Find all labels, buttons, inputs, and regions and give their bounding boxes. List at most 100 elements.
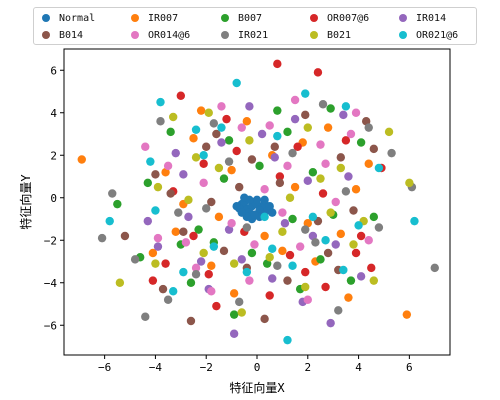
data-point xyxy=(260,195,269,205)
data-point xyxy=(199,248,208,258)
data-point xyxy=(334,306,343,315)
legend-item: Normal xyxy=(42,11,95,25)
data-point xyxy=(105,216,114,226)
data-point xyxy=(402,310,412,319)
data-point xyxy=(196,106,206,115)
data-point xyxy=(171,227,180,236)
data-point xyxy=(222,114,231,124)
data-point xyxy=(303,123,312,132)
data-point xyxy=(143,216,153,226)
data-point xyxy=(301,225,310,234)
legend-item: B021 xyxy=(310,28,351,42)
data-point xyxy=(351,248,361,258)
data-point xyxy=(268,274,277,283)
data-point xyxy=(270,142,279,151)
data-point xyxy=(224,225,234,234)
data-point xyxy=(174,208,183,217)
data-point xyxy=(285,193,295,202)
data-point xyxy=(326,318,335,328)
data-point xyxy=(321,159,330,168)
data-point xyxy=(240,193,249,202)
data-point xyxy=(115,278,125,287)
data-point xyxy=(351,108,361,117)
y-tick-label: 6 xyxy=(50,64,57,77)
data-point xyxy=(321,282,330,292)
data-point xyxy=(288,261,297,270)
y-axis: −6 −4 −2 0 2 4 6 xyxy=(44,64,64,332)
data-point xyxy=(405,178,414,188)
data-point xyxy=(268,244,277,253)
data-point xyxy=(242,117,252,126)
data-point xyxy=(217,102,226,111)
legend-item: B007 xyxy=(221,11,262,25)
legend-label: IR021 xyxy=(238,29,269,41)
data-point xyxy=(265,202,274,211)
data-point xyxy=(293,142,302,151)
data-point xyxy=(260,231,269,241)
data-point xyxy=(189,231,198,241)
data-point xyxy=(219,174,229,183)
data-point xyxy=(153,233,163,243)
data-point xyxy=(179,267,188,277)
data-point xyxy=(229,259,239,268)
data-point xyxy=(275,178,285,188)
data-point xyxy=(260,212,269,222)
legend-label: B021 xyxy=(327,29,352,41)
data-point xyxy=(283,335,292,345)
legend-swatch xyxy=(310,14,318,22)
legend-item: OR021@6 xyxy=(399,28,458,42)
data-point xyxy=(268,208,277,217)
data-point xyxy=(113,199,122,209)
data-point xyxy=(194,225,203,234)
data-point xyxy=(237,308,246,317)
y-axis-label: 特征向量Y xyxy=(18,174,33,230)
data-point xyxy=(336,163,346,173)
data-point xyxy=(247,155,257,164)
legend-label: IR014 xyxy=(416,12,447,24)
data-point xyxy=(278,246,287,256)
data-point xyxy=(301,267,310,277)
data-point xyxy=(303,295,312,304)
data-point xyxy=(290,95,300,105)
data-point xyxy=(308,212,318,222)
data-point xyxy=(184,195,193,205)
y-tick-label: 2 xyxy=(50,149,57,162)
data-point xyxy=(341,102,351,111)
data-point xyxy=(227,165,236,175)
data-point xyxy=(191,125,201,134)
data-point xyxy=(148,248,158,258)
legend-swatch xyxy=(42,14,50,22)
data-point xyxy=(301,89,310,98)
data-point xyxy=(354,221,363,230)
data-point xyxy=(339,110,348,120)
x-tick-label: −4 xyxy=(149,361,163,374)
legend-label: B007 xyxy=(238,12,263,24)
data-point xyxy=(204,108,213,117)
data-point xyxy=(237,255,246,264)
data-point xyxy=(316,174,325,183)
data-point xyxy=(242,267,252,277)
data-point xyxy=(369,144,379,154)
data-point xyxy=(199,151,208,160)
data-point xyxy=(308,231,318,241)
legend-item: IR014 xyxy=(399,11,446,25)
data-point xyxy=(356,138,366,147)
data-point xyxy=(156,97,165,107)
data-point xyxy=(351,185,361,194)
data-point xyxy=(235,297,244,307)
data-point xyxy=(202,204,211,213)
data-point xyxy=(349,240,358,249)
legend-item: B014 xyxy=(42,28,83,42)
data-point xyxy=(229,289,239,298)
data-point xyxy=(247,248,257,258)
data-point xyxy=(410,216,419,226)
data-point xyxy=(273,59,282,69)
data-point xyxy=(374,163,384,173)
data-point xyxy=(209,242,219,251)
data-point xyxy=(384,127,394,137)
data-point xyxy=(288,214,297,224)
data-point xyxy=(356,272,366,281)
data-point xyxy=(168,112,178,122)
legend-swatch xyxy=(399,14,407,22)
